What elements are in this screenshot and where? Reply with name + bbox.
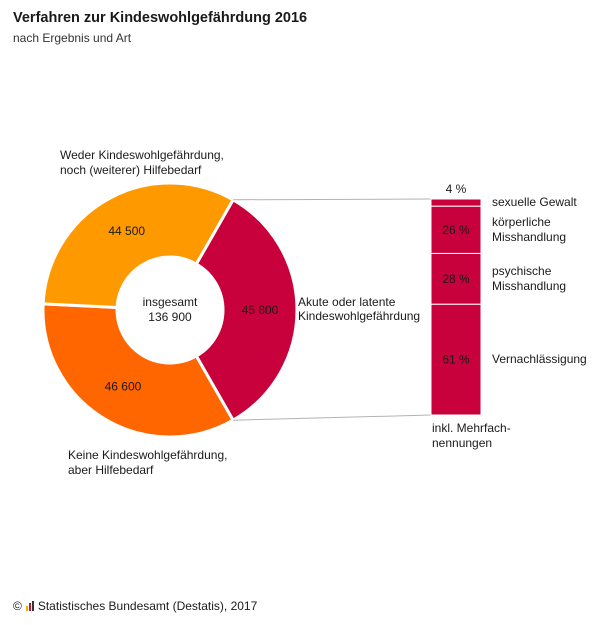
- bar-segment: [430, 205, 482, 254]
- bar-category-label: psychische: [492, 264, 552, 278]
- donut-chart: 45 800 Akute oder latenteKindeswohlgefähr…: [41, 148, 420, 477]
- bar-category-label: körperliche: [492, 215, 551, 229]
- bar-footnote: nennungen: [432, 436, 492, 450]
- logo-bar: [25, 606, 28, 611]
- bar-category-label: Vernachlässigung: [492, 352, 587, 366]
- chart-title: Verfahren zur Kindeswohlgefährdung 2016: [13, 10, 308, 26]
- connector-line: [233, 414, 432, 421]
- bar-value-label: 26 %: [442, 223, 470, 237]
- connector-lines: [233, 198, 432, 421]
- bar-segment: [430, 303, 482, 416]
- logo-bar: [31, 601, 34, 611]
- bar-value-label: 61 %: [442, 353, 470, 367]
- bar-segment: [430, 198, 482, 207]
- bar-category-label: Misshandlung: [492, 279, 566, 293]
- slice-value-label: 44 500: [108, 224, 145, 238]
- chart-canvas: 45 800 Akute oder latenteKindeswohlgefähr…: [41, 148, 587, 477]
- slice-category-label: noch (weiterer) Hilfebedarf: [60, 163, 202, 177]
- slice-category-label: aber Hilfebedarf: [68, 463, 154, 477]
- slice-category-label: Akute oder latente: [298, 295, 396, 309]
- bar-footnote: inkl. Mehrfach-: [432, 421, 511, 435]
- slice-value-label: 46 600: [105, 380, 142, 394]
- donut-slice: [41, 302, 236, 439]
- connector-line: [233, 198, 432, 201]
- bar-category-label: Misshandlung: [492, 230, 566, 244]
- logo-bar: [28, 603, 31, 611]
- donut-slice: [41, 181, 236, 310]
- donut-center-label: insgesamt: [143, 295, 198, 309]
- slice-category-label: Keine Kindeswohlgefährdung,: [68, 448, 227, 462]
- bar-category-label: sexuelle Gewalt: [492, 195, 577, 209]
- chart-subtitle: nach Ergebnis und Art: [13, 31, 132, 45]
- destatis-logo-icon: [25, 601, 34, 611]
- donut-slice: [194, 197, 299, 423]
- slice-category-label: Kindeswohlgefährdung: [298, 309, 420, 323]
- bar-value-label: 4 %: [446, 182, 467, 196]
- slice-category-label: Weder Kindeswohlgefährdung,: [60, 148, 224, 162]
- donut-center-total: 136 900: [148, 310, 192, 324]
- slice-value-label: 45 800: [242, 303, 279, 317]
- footer-source: © Statistisches Bundesamt (Destatis), 20…: [13, 599, 257, 613]
- bar-value-label: 28 %: [442, 272, 470, 286]
- source-text: Statistisches Bundesamt (Destatis), 2017: [37, 599, 258, 613]
- copyright-symbol: ©: [13, 599, 22, 613]
